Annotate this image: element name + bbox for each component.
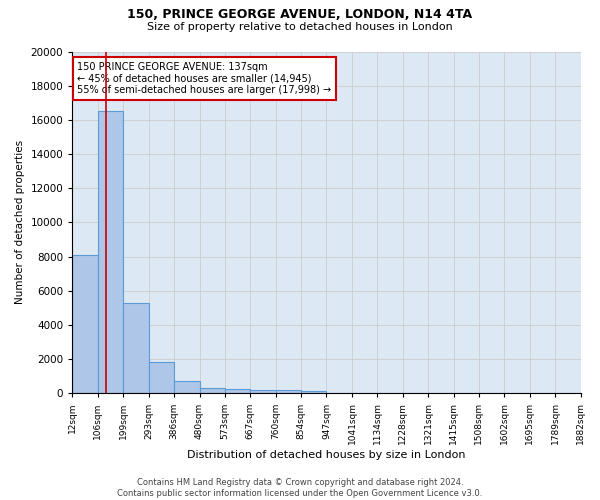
- Bar: [98, 112, 123, 394]
- Text: Size of property relative to detached houses in London: Size of property relative to detached ho…: [147, 22, 453, 32]
- Bar: [250, 390, 275, 394]
- Text: 150 PRINCE GEORGE AVENUE: 137sqm
← 45% of detached houses are smaller (14,945)
5: 150 PRINCE GEORGE AVENUE: 137sqm ← 45% o…: [77, 62, 332, 95]
- Bar: [225, 390, 250, 394]
- Bar: [123, 302, 149, 394]
- Bar: [149, 362, 174, 394]
- Text: 150, PRINCE GEORGE AVENUE, LONDON, N14 4TA: 150, PRINCE GEORGE AVENUE, LONDON, N14 4…: [127, 8, 473, 20]
- Bar: [174, 382, 200, 394]
- Text: Contains HM Land Registry data © Crown copyright and database right 2024.
Contai: Contains HM Land Registry data © Crown c…: [118, 478, 482, 498]
- Bar: [301, 390, 326, 394]
- Y-axis label: Number of detached properties: Number of detached properties: [15, 140, 25, 304]
- Bar: [73, 255, 98, 394]
- Bar: [200, 388, 225, 394]
- X-axis label: Distribution of detached houses by size in London: Distribution of detached houses by size …: [187, 450, 466, 460]
- Bar: [275, 390, 301, 394]
